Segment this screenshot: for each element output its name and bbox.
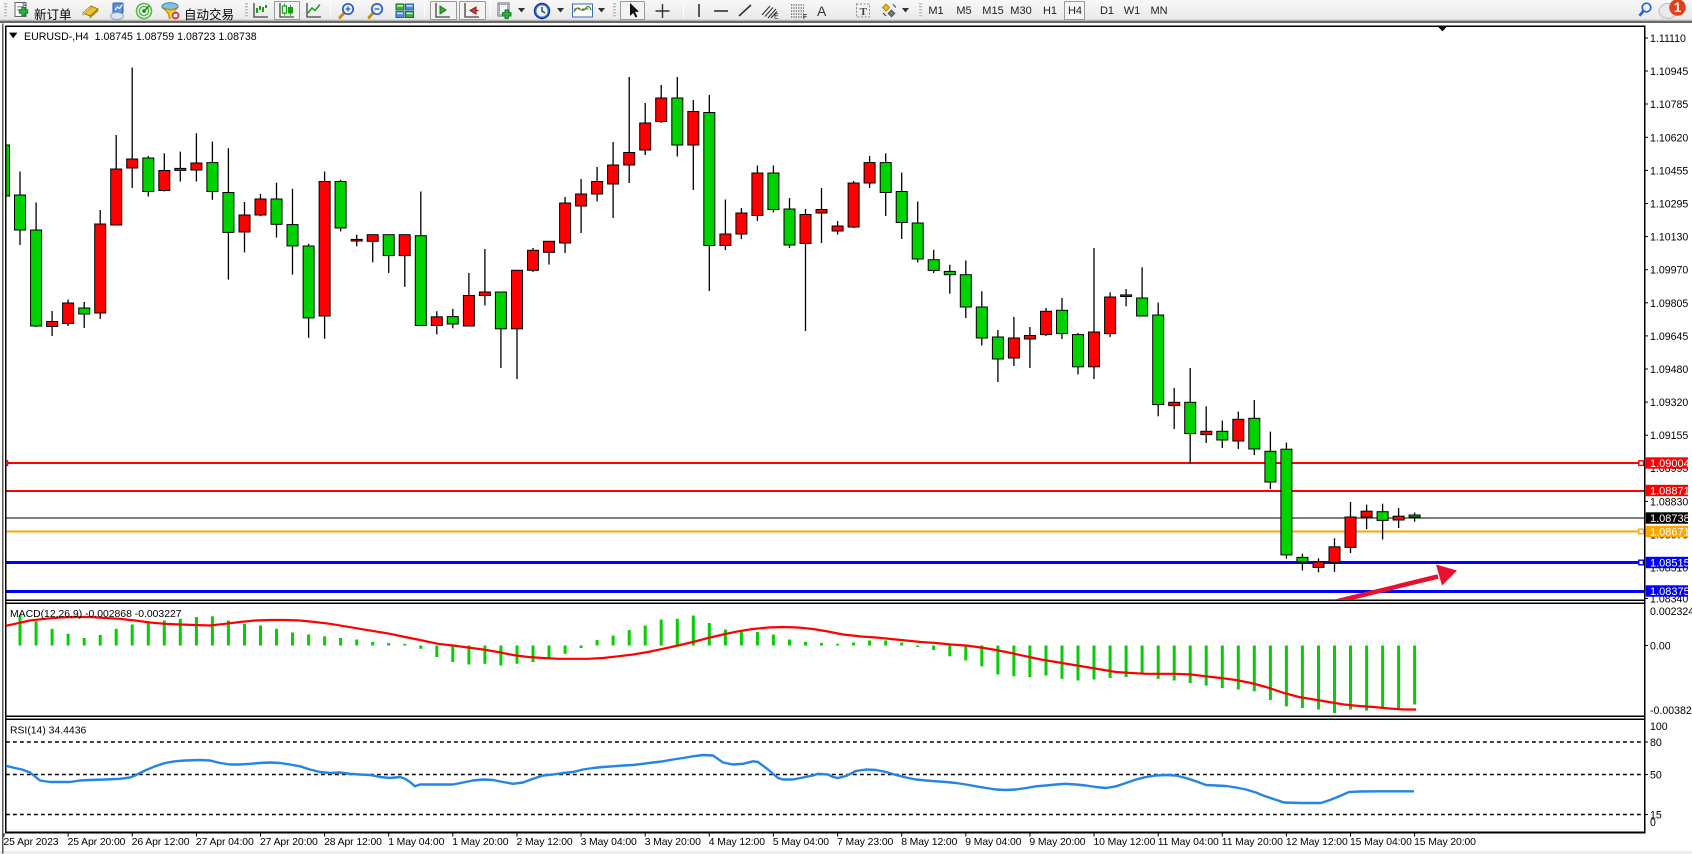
svg-text:1.11110: 1.11110: [1650, 33, 1686, 45]
svg-text:1.08830: 1.08830: [1650, 496, 1688, 508]
svg-text:1.10130: 1.10130: [1650, 232, 1688, 244]
svg-text:1 May 04:00: 1 May 04:00: [388, 837, 444, 848]
svg-text:EURUSD-,H4 1.08745 1.08759 1.: EURUSD-,H4 1.08745 1.08759 1.08723 1.087…: [24, 31, 257, 43]
svg-text:1.10785: 1.10785: [1650, 99, 1688, 111]
svg-text:4 May 12:00: 4 May 12:00: [709, 837, 765, 848]
svg-text:28 Apr 12:00: 28 Apr 12:00: [324, 837, 382, 848]
svg-text:1: 1: [1674, 0, 1682, 15]
svg-text:50: 50: [1650, 770, 1662, 782]
svg-text:RSI(14) 34.4436: RSI(14) 34.4436: [10, 726, 86, 737]
svg-text:26 Apr 12:00: 26 Apr 12:00: [132, 837, 190, 848]
svg-text:E: E: [774, 14, 779, 21]
svg-text:1.08515: 1.08515: [1650, 558, 1690, 570]
svg-text:T: T: [860, 6, 868, 18]
svg-text:27 Apr 04:00: 27 Apr 04:00: [196, 837, 254, 848]
svg-text:1.08871: 1.08871: [1650, 486, 1690, 498]
svg-text:1.09004: 1.09004: [1650, 458, 1690, 470]
svg-text:12 May 12:00: 12 May 12:00: [1286, 837, 1348, 848]
svg-text:11 May 04:00: 11 May 04:00: [1158, 837, 1219, 848]
svg-text:0.00: 0.00: [1650, 640, 1671, 652]
svg-text:1.08375: 1.08375: [1650, 586, 1690, 598]
svg-text:3 May 20:00: 3 May 20:00: [645, 837, 701, 848]
svg-text:1.09480: 1.09480: [1650, 364, 1688, 376]
svg-text:MACD(12,26,9) -0.002868 -0.003: MACD(12,26,9) -0.002868 -0.003227: [10, 609, 182, 620]
svg-text:-0.00382: -0.00382: [1650, 705, 1692, 717]
svg-text:8 May 12:00: 8 May 12:00: [901, 837, 957, 848]
svg-text:1.09320: 1.09320: [1650, 397, 1688, 409]
svg-text:1.09155: 1.09155: [1650, 430, 1688, 442]
svg-text:25 Apr 2023: 25 Apr 2023: [4, 837, 59, 848]
svg-text:2 May 12:00: 2 May 12:00: [517, 837, 573, 848]
svg-text:F: F: [803, 14, 807, 20]
svg-text:11 May 20:00: 11 May 20:00: [1222, 837, 1283, 848]
svg-text:15 May 20:00: 15 May 20:00: [1414, 837, 1476, 848]
svg-text:27 Apr 20:00: 27 Apr 20:00: [260, 837, 318, 848]
svg-text:1.10620: 1.10620: [1650, 132, 1688, 144]
svg-text:3 May 04:00: 3 May 04:00: [581, 837, 637, 848]
svg-text:5 May 04:00: 5 May 04:00: [773, 837, 829, 848]
svg-text:1.09645: 1.09645: [1650, 331, 1688, 343]
svg-text:1.10295: 1.10295: [1650, 199, 1688, 211]
svg-text:7 May 23:00: 7 May 23:00: [837, 837, 893, 848]
svg-text:1.08671: 1.08671: [1650, 527, 1690, 539]
svg-text:0: 0: [1650, 817, 1656, 829]
svg-text:100: 100: [1650, 721, 1668, 733]
svg-text:80: 80: [1650, 737, 1662, 749]
svg-text:1.08738: 1.08738: [1650, 513, 1690, 525]
svg-text:25 Apr 20:00: 25 Apr 20:00: [68, 837, 126, 848]
svg-text:9 May 20:00: 9 May 20:00: [1029, 837, 1085, 848]
svg-text:15: 15: [1650, 810, 1662, 822]
svg-text:1.10945: 1.10945: [1650, 66, 1688, 78]
svg-text:15 May 04:00: 15 May 04:00: [1350, 837, 1412, 848]
svg-text:0.002324: 0.002324: [1650, 606, 1692, 618]
svg-text:10 May 12:00: 10 May 12:00: [1094, 837, 1156, 848]
svg-text:1.09805: 1.09805: [1650, 298, 1688, 310]
svg-text:1 May 20:00: 1 May 20:00: [452, 837, 508, 848]
svg-text:1.10455: 1.10455: [1650, 165, 1688, 177]
svg-text:9 May 04:00: 9 May 04:00: [965, 837, 1021, 848]
svg-text:1.09970: 1.09970: [1650, 265, 1688, 277]
